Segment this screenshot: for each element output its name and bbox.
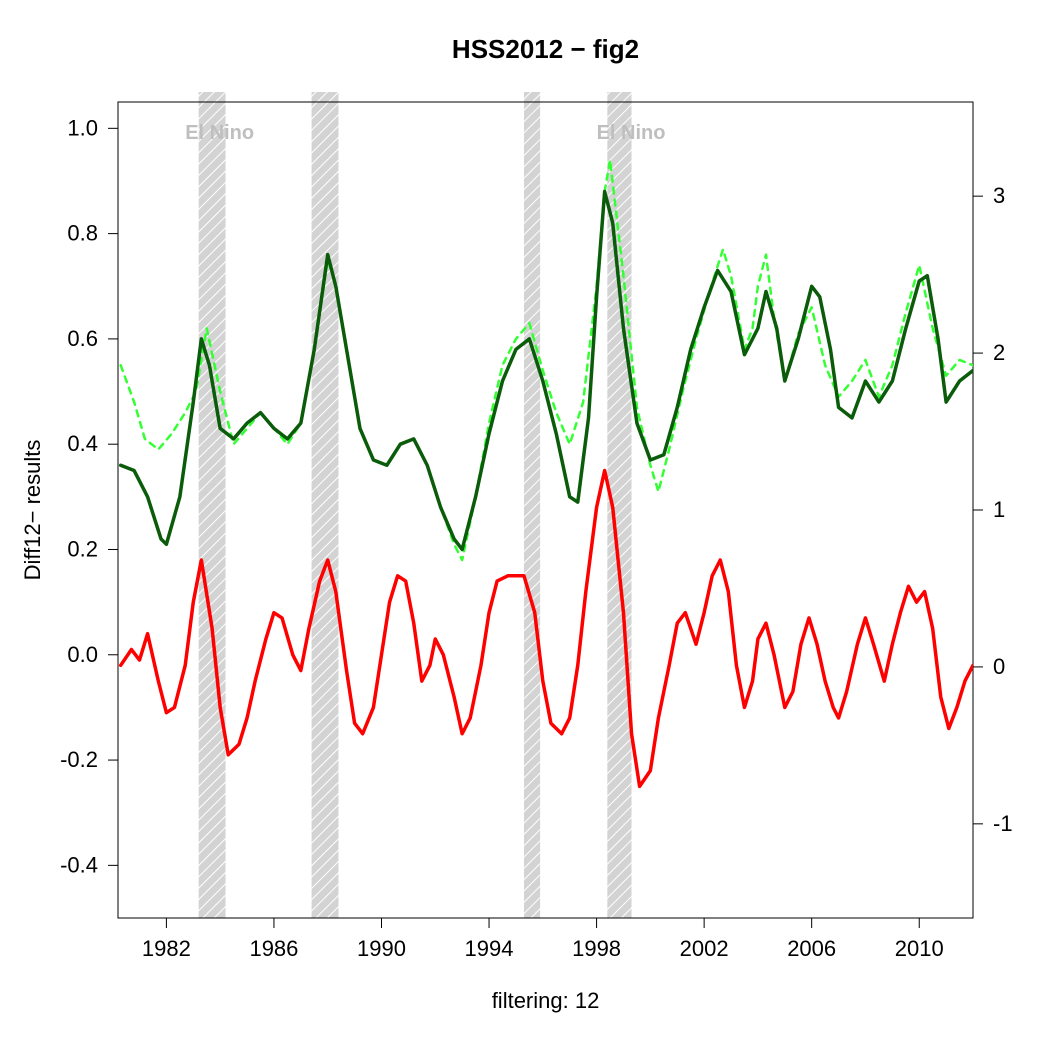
- chart-title: HSS2012 − fig2: [452, 34, 639, 64]
- series-red-solid: [121, 471, 973, 787]
- x-tick-label: 1990: [357, 936, 406, 961]
- y-left-tick-label: 0.4: [67, 431, 98, 456]
- el-nino-band-0: [199, 92, 226, 918]
- el-nino-band-2: [524, 92, 540, 918]
- y-left-tick-label: -0.4: [60, 852, 98, 877]
- x-tick-label: 1994: [465, 936, 514, 961]
- y-left-tick-label: 1.0: [67, 115, 98, 140]
- x-tick-label: 2010: [895, 936, 944, 961]
- x-tick-label: 1986: [249, 936, 298, 961]
- x-tick-label: 1998: [572, 936, 621, 961]
- y-right-tick-label: -1: [993, 811, 1013, 836]
- y-left-tick-label: 0.0: [67, 642, 98, 667]
- annotation-0: El Nino: [185, 122, 254, 144]
- y-right-tick-label: 0: [993, 654, 1005, 679]
- y-right-tick-label: 1: [993, 497, 1005, 522]
- y-left-tick-label: 0.8: [67, 221, 98, 246]
- series-green-dashed: [121, 160, 973, 560]
- y-right-tick-label: 3: [993, 183, 1005, 208]
- x-tick-label: 2006: [787, 936, 836, 961]
- y-right-tick-label: 2: [993, 340, 1005, 365]
- plot-border: [118, 102, 973, 918]
- chart-subtitle: filtering: 12: [492, 988, 600, 1013]
- chart-svg: 1982 1986 1990 1994 1998 2002 2006 2010 -0.4 -0.2…: [0, 0, 1050, 1050]
- y-left-tick-label: 0.2: [67, 536, 98, 561]
- el-nino-band-1: [312, 92, 339, 918]
- annotation-1: El Nino: [597, 122, 666, 144]
- series-dark-green-solid: [121, 192, 973, 550]
- y-left-tick-label: -0.2: [60, 747, 98, 772]
- chart-container: 1982 1986 1990 1994 1998 2002 2006 2010 -0.4 -0.2…: [0, 0, 1050, 1050]
- x-tick-label: 1982: [142, 936, 191, 961]
- y-axis-label: Diff12− results: [20, 440, 45, 581]
- x-tick-label: 2002: [680, 936, 729, 961]
- y-left-tick-label: 0.6: [67, 326, 98, 351]
